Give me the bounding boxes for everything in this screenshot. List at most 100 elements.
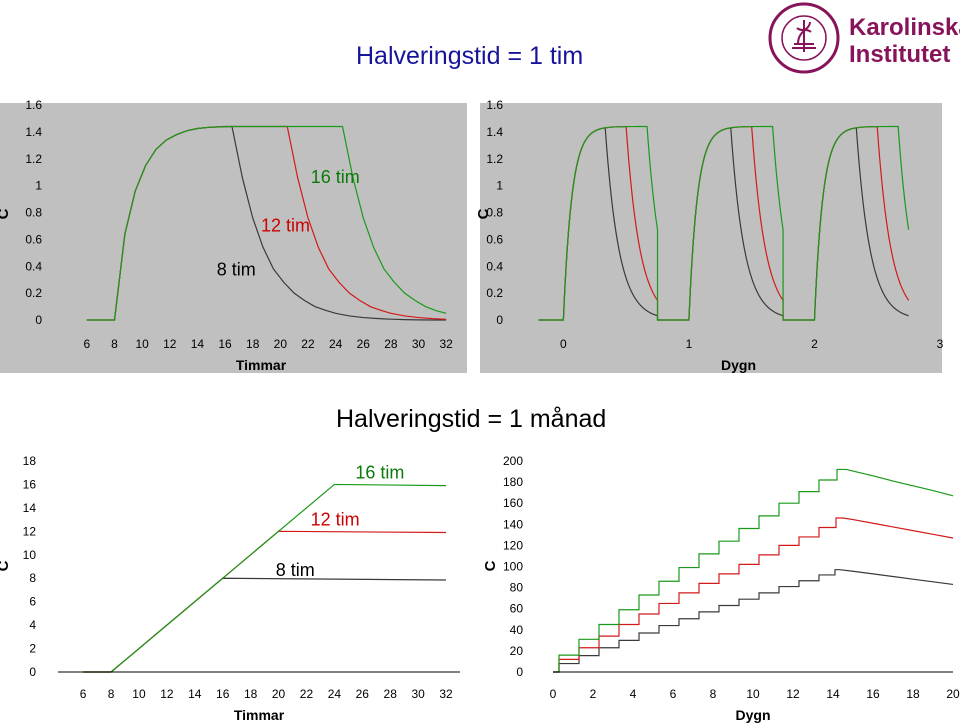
x-tick-label: 10: [746, 687, 760, 701]
y-tick-label: 100: [503, 560, 523, 574]
series-line-16-tim: [538, 125, 910, 321]
x-tick-label: 8: [111, 337, 118, 351]
x-tick-label: 14: [188, 687, 202, 701]
x-tick-label: 22: [300, 687, 314, 701]
y-tick-label: 0.4: [25, 259, 42, 273]
karolinska-seal-icon: [768, 2, 840, 74]
y-tick-label: 40: [510, 623, 524, 637]
x-tick-label: 12: [163, 337, 177, 351]
x-axis-label: Dygn: [736, 707, 771, 723]
x-tick-label: 30: [411, 687, 425, 701]
y-tick-label: 0: [29, 665, 36, 679]
x-tick-label: 28: [384, 687, 398, 701]
y-tick-label: 0.4: [486, 259, 503, 273]
y-tick-label: 16: [23, 477, 37, 491]
y-tick-label: 1.2: [486, 152, 503, 166]
x-tick-label: 14: [191, 337, 205, 351]
x-tick-label: 24: [328, 687, 342, 701]
y-tick-label: 14: [23, 501, 37, 515]
x-tick-label: 20: [272, 687, 286, 701]
y-tick-label: 1.6: [486, 98, 503, 112]
y-tick-label: 20: [510, 644, 524, 658]
x-tick-label: 2: [811, 337, 818, 351]
x-tick-label: 16: [866, 687, 880, 701]
x-tick-label: 4: [630, 687, 637, 701]
x-axis-label: Timmar: [234, 707, 285, 723]
x-tick-label: 32: [440, 337, 454, 351]
x-tick-label: 28: [384, 337, 398, 351]
y-tick-label: 0.2: [25, 286, 42, 300]
x-tick-label: 16: [218, 337, 232, 351]
x-tick-label: 32: [439, 687, 453, 701]
logo-name-line2: Institutet: [849, 41, 950, 68]
karolinska-logo: Karolinska Institutet: [768, 2, 960, 74]
x-axis-label: Timmar: [236, 357, 287, 373]
x-tick-label: 18: [246, 337, 260, 351]
y-tick-label: 160: [503, 496, 523, 510]
plot-background: [0, 103, 467, 373]
x-tick-label: 8: [108, 687, 115, 701]
y-tick-label: 200: [503, 454, 523, 468]
y-tick-label: 12: [23, 524, 37, 538]
series-annotation: 16 tim: [355, 463, 404, 483]
y-tick-label: 0.6: [486, 232, 503, 246]
x-tick-label: 22: [301, 337, 315, 351]
x-tick-label: 0: [560, 337, 567, 351]
x-tick-label: 6: [670, 687, 677, 701]
y-tick-label: 0.6: [25, 232, 42, 246]
series-line-16-tim: [86, 125, 447, 321]
y-tick-label: 1.6: [25, 98, 42, 112]
x-tick-label: 10: [135, 337, 149, 351]
series-line-8-tim: [553, 569, 954, 673]
x-tick-label: 20: [274, 337, 288, 351]
x-tick-label: 18: [906, 687, 920, 701]
y-axis-label: C: [475, 208, 492, 219]
y-tick-label: 18: [23, 454, 37, 468]
y-tick-label: 4: [29, 618, 36, 632]
logo-name-line1: Karolinska: [849, 14, 960, 41]
series-annotation: 16 tim: [311, 167, 360, 187]
y-tick-label: 80: [510, 581, 524, 595]
x-tick-label: 12: [160, 687, 174, 701]
y-tick-label: 0.8: [25, 206, 42, 220]
y-tick-label: 120: [503, 538, 523, 552]
y-tick-label: 1.2: [25, 152, 42, 166]
series-line-12-tim: [553, 517, 954, 673]
x-tick-label: 3: [937, 337, 944, 351]
y-tick-label: 8: [29, 571, 36, 585]
x-tick-label: 1: [686, 337, 693, 351]
y-axis-label: C: [0, 560, 12, 571]
y-tick-label: 1.4: [25, 125, 42, 139]
series-annotation: 12 tim: [311, 509, 360, 529]
y-tick-label: 60: [510, 602, 524, 616]
y-tick-label: 140: [503, 517, 523, 531]
x-tick-label: 2: [590, 687, 597, 701]
x-tick-label: 20: [946, 687, 960, 701]
y-tick-label: 0.2: [486, 286, 503, 300]
x-tick-label: 8: [710, 687, 717, 701]
y-tick-label: 0: [496, 313, 503, 327]
slide-title-top: Halveringstid = 1 tim: [356, 42, 584, 70]
x-tick-label: 14: [826, 687, 840, 701]
y-tick-label: 1: [496, 179, 503, 193]
x-tick-label: 6: [84, 337, 91, 351]
y-tick-label: 0.8: [486, 206, 503, 220]
series-annotation: 8 tim: [276, 560, 315, 580]
x-tick-label: 0: [550, 687, 557, 701]
y-tick-label: 0: [35, 313, 42, 327]
x-tick-label: 6: [80, 687, 87, 701]
series-annotation: 8 tim: [217, 260, 256, 280]
x-tick-label: 12: [786, 687, 800, 701]
y-tick-label: 10: [23, 548, 37, 562]
series-line-16-tim: [553, 468, 954, 673]
x-axis-label: Dygn: [721, 357, 756, 373]
x-tick-label: 16: [216, 687, 230, 701]
plot-background: [480, 103, 942, 373]
x-tick-label: 24: [329, 337, 343, 351]
y-tick-label: 6: [29, 595, 36, 609]
x-tick-label: 10: [132, 687, 146, 701]
y-tick-label: 2: [29, 642, 36, 656]
